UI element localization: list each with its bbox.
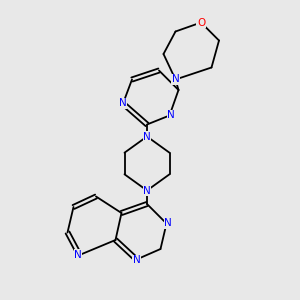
Text: N: N: [167, 110, 175, 121]
Text: N: N: [74, 250, 82, 260]
Text: N: N: [164, 218, 172, 229]
Text: N: N: [118, 98, 126, 109]
Text: N: N: [133, 255, 140, 265]
Text: N: N: [143, 185, 151, 196]
Text: O: O: [197, 17, 205, 28]
Text: N: N: [172, 74, 179, 85]
Text: N: N: [143, 131, 151, 142]
